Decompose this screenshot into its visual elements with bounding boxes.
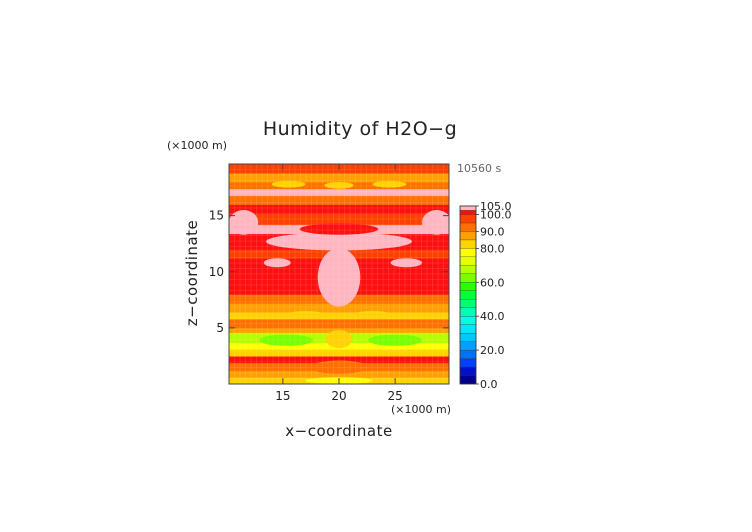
x-tick-label: 20 (331, 389, 346, 403)
field-band-20 (229, 188, 449, 196)
y-tick-label: 10 (209, 265, 224, 279)
colorbar-tick-label: 0.0 (480, 378, 498, 391)
colorbar-tick-label: 100.0 (480, 208, 512, 221)
colorbar-tick-label: 60.0 (480, 276, 505, 289)
colorbar-swatch-11 (459, 282, 477, 291)
field-patch-12 (368, 334, 423, 346)
field-patch-0 (317, 248, 361, 307)
field-patch-6 (422, 210, 449, 235)
colorbar-swatch-17 (459, 231, 477, 241)
y-axis-label: z−coordinate (183, 220, 201, 326)
field-patch-11 (259, 334, 314, 346)
colorbar-swatch-10 (459, 290, 477, 300)
field-band-22 (229, 172, 449, 183)
field-patch-1 (266, 232, 412, 251)
colorbar-swatch-14 (459, 256, 477, 266)
field-band-18 (229, 204, 449, 214)
colorbar-tick-label: 40.0 (480, 310, 505, 323)
colorbar-swatch-7 (459, 316, 477, 325)
x-tick-label: 25 (387, 389, 402, 403)
field-band-9 (229, 312, 449, 320)
field-band-1 (229, 370, 449, 378)
colorbar-tick-label: 105.0 (480, 200, 512, 213)
colorbar-swatch-0 (459, 375, 477, 385)
colorbar-swatch-2 (459, 358, 477, 368)
colorbar-swatch-15 (459, 248, 477, 258)
field-band-3 (229, 355, 449, 364)
field-patch-9 (372, 180, 407, 188)
colorbar-swatch-6 (459, 324, 477, 334)
colorbar-swatch-12 (459, 273, 477, 283)
colorbar-swatch-1 (459, 366, 477, 376)
colorbar-frame (459, 205, 477, 385)
cell-gridlines (229, 164, 449, 384)
humidity-field (229, 164, 449, 384)
x-axis-ticks: 15 20 25 (275, 164, 403, 403)
colorbar-swatch-20 (459, 210, 477, 215)
field-patch-15 (310, 360, 368, 374)
field-band-4 (229, 349, 449, 357)
field-patch-4 (390, 258, 423, 268)
colorbar-swatch-21 (459, 205, 477, 211)
x-unit-label: (×1000 m) (391, 403, 451, 416)
field-patch-14 (354, 311, 391, 318)
colorbar-swatches (459, 205, 477, 385)
colorbar-tick-label: 80.0 (480, 242, 505, 255)
field-patch-13 (287, 311, 324, 318)
field-band-8 (229, 318, 449, 329)
field-patch-5 (229, 210, 259, 235)
colorbar-swatch-5 (459, 332, 477, 342)
field-patch-10 (325, 330, 353, 349)
field-band-19 (229, 195, 449, 205)
colorbar-swatch-19 (459, 214, 477, 224)
x-axis-label: x−coordinate (285, 422, 392, 440)
colorbar-swatch-3 (459, 349, 477, 359)
colorbar-swatch-9 (459, 299, 477, 308)
y-tick-label: 15 (209, 209, 224, 223)
y-unit-label: (×1000 m) (167, 139, 227, 152)
colorbar-swatch-16 (459, 239, 477, 249)
chart-title: Humidity of H2O−g (263, 118, 457, 140)
colorbar-tick-label: 90.0 (480, 225, 505, 238)
colorbar-swatch-13 (459, 265, 477, 274)
field-patch-8 (324, 181, 354, 189)
x-tick-label: 15 (275, 389, 290, 403)
colorbar-tick-label: 20.0 (480, 344, 505, 357)
plot-area: 15 20 25 5 10 15 (209, 163, 450, 403)
field-band-10 (229, 303, 449, 313)
colorbar-swatch-4 (459, 341, 477, 351)
time-label: 10560 s (457, 162, 501, 175)
colorbar-swatch-18 (459, 222, 477, 232)
field-patch-3 (263, 258, 291, 268)
colorbar-swatch-8 (459, 307, 477, 317)
y-axis-ticks: 5 10 15 (209, 209, 449, 335)
field-patch-7 (271, 180, 306, 188)
field-patch-2 (299, 223, 379, 235)
y-tick-label: 5 (216, 321, 224, 335)
field-band-17 (229, 213, 449, 226)
